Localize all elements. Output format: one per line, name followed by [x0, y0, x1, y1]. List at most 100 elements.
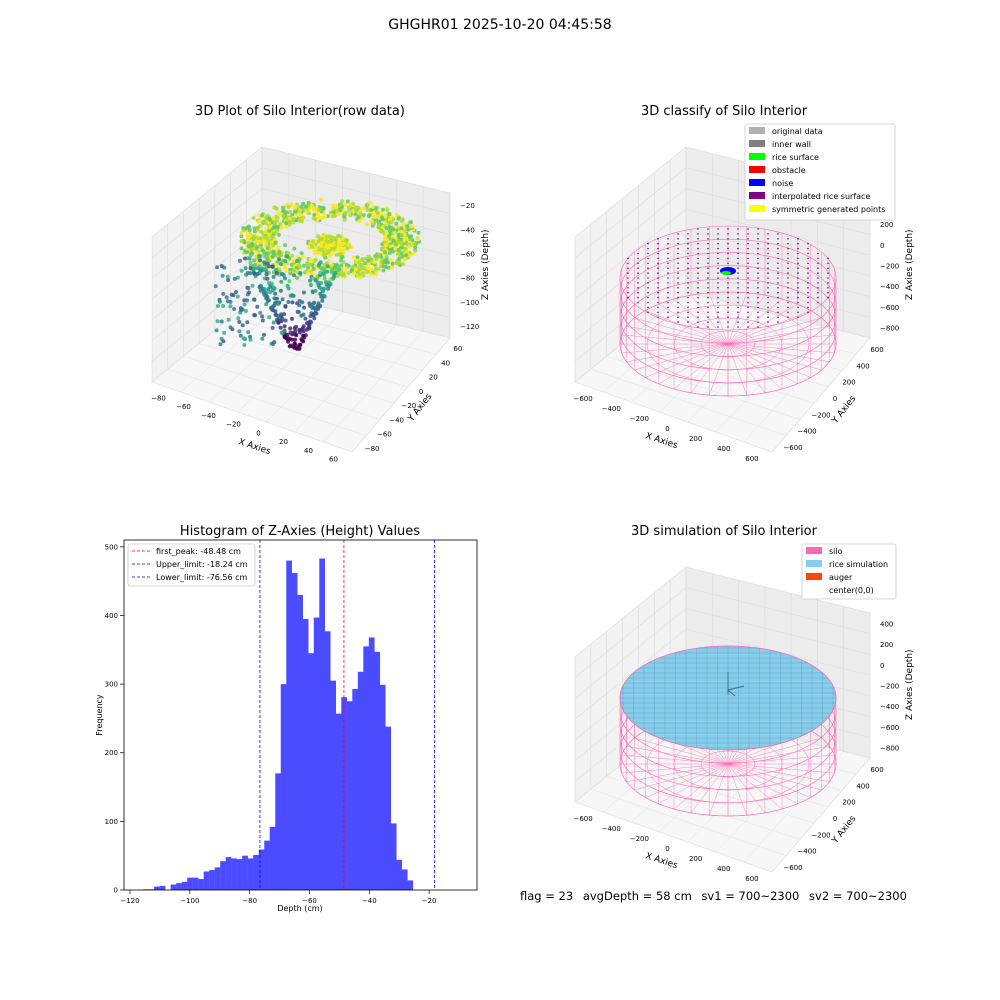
- raw-data-point: [215, 319, 220, 324]
- histogram-bar: [368, 637, 375, 890]
- raw-data-point: [271, 320, 276, 325]
- raw-data-point: [284, 224, 289, 229]
- interpolated-point: [737, 296, 739, 299]
- raw-data-point: [255, 266, 260, 271]
- raw-data-point: [416, 230, 421, 235]
- interpolated-point: [697, 262, 699, 265]
- raw-data-point: [295, 258, 300, 263]
- raw-data-point: [215, 265, 220, 270]
- interpolated-point: [727, 238, 729, 240]
- panel4-y-tick: −600: [783, 864, 802, 872]
- silo-floor-spoke: [727, 737, 822, 765]
- raw-data-point: [300, 255, 305, 259]
- raw-data-point: [247, 228, 252, 233]
- flag-readout: flag = 23: [520, 889, 574, 903]
- interpolated-point: [687, 262, 689, 265]
- raw-data-point: [250, 283, 255, 288]
- histogram-y-tick-label: 100: [105, 818, 118, 826]
- legend-box: [801, 543, 897, 600]
- panel2-z-tick: 200: [880, 221, 893, 229]
- interpolated-point: [707, 306, 709, 309]
- interpolated-point: [797, 296, 799, 299]
- interpolated-point: [727, 326, 729, 328]
- raw-data-point: [396, 248, 401, 252]
- raw-data-point: [358, 275, 363, 280]
- interpolated-point: [797, 238, 799, 240]
- interpolated-point: [747, 252, 749, 255]
- interpolated-point: [667, 282, 669, 284]
- interpolated-point: [777, 296, 779, 299]
- interpolated-point: [657, 311, 659, 314]
- interpolated-point: [727, 282, 729, 284]
- raw-data-point: [272, 205, 277, 210]
- raw-data-point: [375, 210, 379, 215]
- raw-data-point: [282, 334, 287, 339]
- grid-line: [659, 311, 766, 413]
- silo-floor-spoke: [727, 317, 822, 345]
- interpolated-point: [737, 228, 739, 230]
- silo-floor-spoke: [727, 295, 766, 345]
- interpolated-point: [657, 306, 659, 309]
- raw-data-point: [387, 224, 392, 229]
- raw-data-point: [246, 241, 251, 246]
- interpolated-point: [637, 291, 639, 294]
- raw-data-point: [348, 202, 352, 207]
- histogram-x-tick-label: −80: [242, 897, 257, 905]
- histogram-bar: [176, 883, 182, 890]
- histogram-y-tick-label: 300: [105, 681, 118, 689]
- auger-arm: [727, 685, 745, 691]
- interpolated-point: [697, 277, 699, 279]
- raw-data-point: [337, 252, 342, 257]
- raw-data-point: [235, 275, 240, 280]
- raw-data-point: [281, 205, 285, 210]
- interpolated-point: [767, 238, 769, 240]
- raw-data-point: [267, 232, 271, 237]
- raw-data-point: [310, 245, 315, 249]
- raw-data-point: [293, 204, 298, 209]
- interpolated-point: [657, 272, 659, 274]
- interpolated-point: [807, 306, 809, 309]
- raw-data-point: [262, 267, 267, 272]
- interpolated-point: [717, 252, 719, 255]
- raw-data-point: [301, 290, 306, 295]
- panel2-zlabel: Z Axies (Depth): [905, 229, 915, 300]
- raw-data-point: [265, 261, 270, 266]
- raw-data-point: [255, 304, 260, 309]
- interpolated-point: [717, 311, 719, 314]
- panel2-y-tick: 400: [856, 362, 869, 370]
- raw-data-point: [333, 237, 338, 242]
- raw-data-point: [406, 244, 411, 249]
- sv1-readout: sv1 = 700~2300: [701, 889, 800, 903]
- grid-line: [687, 318, 792, 423]
- raw-data-point: [284, 268, 288, 273]
- grid-line: [574, 628, 687, 720]
- interpolated-point: [827, 277, 829, 279]
- interpolated-point: [757, 296, 759, 299]
- raw-data-point: [278, 325, 283, 330]
- interpolated-point: [717, 267, 719, 270]
- raw-data-point: [369, 272, 374, 277]
- histogram-bar: [374, 651, 381, 890]
- raw-data-point: [220, 273, 225, 278]
- interpolated-point: [697, 326, 699, 328]
- raw-data-point: [264, 252, 269, 257]
- raw-data-point: [252, 229, 257, 234]
- histogram-bar: [242, 855, 248, 890]
- panel1-z-tick: −60: [460, 250, 475, 258]
- raw-data-point: [284, 221, 289, 226]
- interpolated-point: [647, 301, 649, 304]
- raw-data-point: [256, 219, 261, 224]
- interpolated-point: [677, 306, 679, 309]
- grid-line: [743, 331, 844, 443]
- interpolated-point: [767, 316, 769, 319]
- interpolated-point: [687, 233, 689, 235]
- interpolated-point: [797, 311, 799, 314]
- raw-data-point: [268, 284, 273, 289]
- pane-floor: [151, 291, 451, 453]
- interpolated-point: [727, 306, 729, 309]
- raw-data-point: [323, 214, 328, 219]
- raw-data-point: [282, 312, 287, 317]
- silo-floor-spoke: [621, 754, 729, 765]
- silo-floor-spoke: [727, 763, 766, 813]
- interpolated-point: [657, 291, 659, 294]
